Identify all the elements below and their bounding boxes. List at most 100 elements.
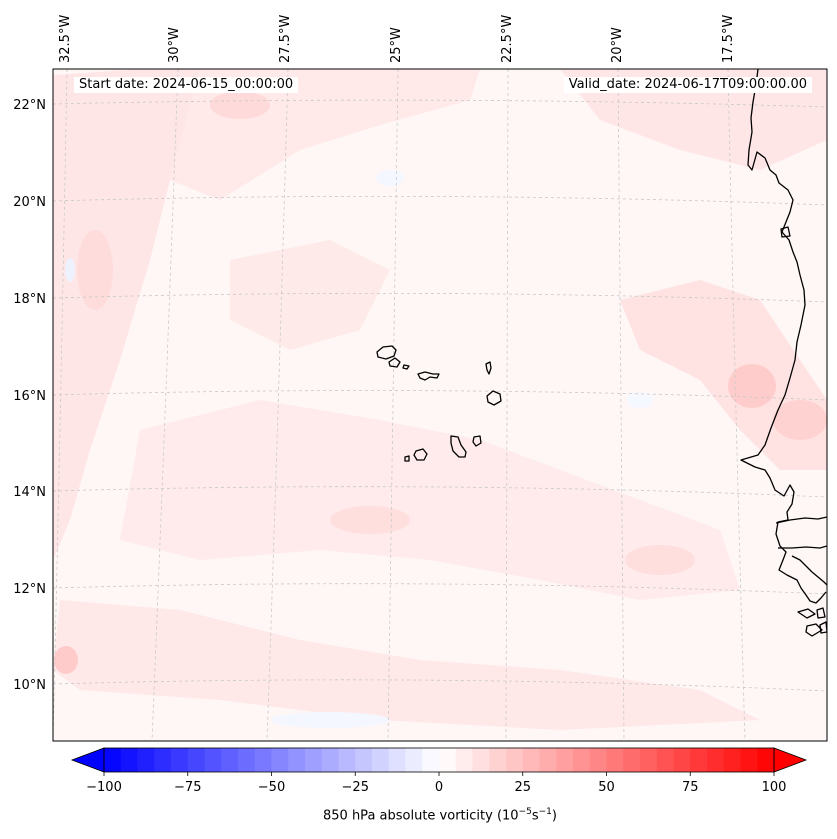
meridian-27-5w: [266, 69, 289, 741]
colorbar-cell: [506, 748, 524, 772]
vorticity-patch-middle: [230, 240, 390, 350]
vorticity-core-coast-2: [773, 400, 827, 440]
colorbar-cell: [422, 748, 440, 772]
island-sao-nicolau: [417, 371, 440, 381]
island-santiago: [450, 435, 467, 458]
colorbar-cell: [305, 748, 323, 772]
colorbar-unit-mid: s: [531, 808, 539, 824]
colorbar-unit-exp1: −5: [518, 807, 532, 817]
island-brava: [404, 455, 410, 462]
colorbar-cell: [171, 748, 189, 772]
parallel-22n: [53, 99, 827, 108]
vorticity-negative-north: [376, 170, 404, 186]
island-santa-luzia: [402, 364, 410, 370]
colorbar-cell: [489, 748, 507, 772]
valid-date-label: Valid_date: 2024-06-17T09:00:00.00: [563, 77, 812, 93]
colorbar-label-text: 850 hPa absolute vorticity (10: [323, 808, 519, 824]
colorbar-cell: [640, 748, 658, 772]
lat-label: 16°N: [13, 389, 46, 404]
vorticity-core-northwest: [77, 230, 113, 310]
colorbar-cell: [522, 748, 540, 772]
lat-label: 18°N: [13, 292, 46, 307]
colorbar-cell: [673, 748, 691, 772]
colorbar-cell: [187, 748, 205, 772]
parallel-10n: [53, 679, 827, 692]
colorbar-cell: [472, 748, 490, 772]
vorticity-core-north: [210, 91, 270, 119]
vorticity-core-west-edge: [54, 646, 78, 674]
vorticity-contours: [53, 69, 827, 730]
colorbar-cell: [606, 748, 624, 772]
colorbar-tick-label: −50: [258, 780, 285, 795]
lat-label: 20°N: [13, 195, 46, 210]
colorbar-cell: [757, 748, 775, 772]
colorbar-unit-exp2: −1: [538, 807, 552, 817]
colorbar-cell: [388, 748, 406, 772]
longitude-labels: 32.5°W 30°W 27.5°W 25°W 22.5°W 20°W 17.5…: [58, 15, 736, 63]
colorbar-cell: [707, 748, 725, 772]
coastline: [740, 69, 827, 637]
colorbar-cell: [104, 748, 122, 772]
colorbar-cell: [556, 748, 574, 772]
colorbar-cell: [271, 748, 289, 772]
colorbar-cell: [338, 748, 356, 772]
colorbar-cell: [221, 748, 239, 772]
colorbar-cell: [204, 748, 222, 772]
island-maio: [472, 435, 482, 447]
colorbar-cell: [120, 748, 138, 772]
colorbar-cell: [154, 748, 172, 772]
map-panel[interactable]: [53, 69, 827, 741]
guinea-bissau-coast: [791, 555, 827, 586]
casamance-inlet: [778, 545, 827, 549]
start-date-label: Start date: 2024-06-15_00:00:00: [74, 77, 299, 93]
map-frame: [52, 68, 828, 742]
colorbar-tick-label: −75: [174, 780, 201, 795]
colorbar-cell: [690, 748, 708, 772]
lon-label: 32.5°W: [58, 15, 73, 63]
vorticity-negative-south: [270, 712, 390, 728]
colorbar-cells: [104, 748, 775, 772]
colorbar-cell: [455, 748, 473, 772]
colorbar-extend-high: [773, 747, 808, 773]
lat-label: 10°N: [13, 678, 46, 693]
island-sao-vicente: [388, 357, 401, 368]
colorbar-cell: [137, 748, 155, 772]
vorticity-band-northwest: [53, 69, 200, 560]
colorbar: −100 −75 −50 −25 0 25 50 75 100: [70, 747, 808, 795]
vorticity-band-central: [120, 400, 740, 600]
parallel-18n: [53, 292, 827, 303]
colorbar-tick-label: −100: [86, 780, 122, 795]
colorbar-cell: [539, 748, 557, 772]
meridian-30w: [151, 69, 179, 741]
meridian-22-5w: [505, 69, 509, 741]
colorbar-tick-label: 25: [514, 780, 531, 795]
gambia-estuary: [775, 516, 827, 524]
colorbar-cell: [439, 748, 457, 772]
colorbar-cell: [740, 748, 758, 772]
colorbar-cell: [238, 748, 256, 772]
vorticity-band-south: [53, 600, 760, 730]
bijagos-island-3: [816, 607, 826, 619]
lon-label: 25°W: [389, 27, 404, 63]
island-boa-vista: [486, 390, 502, 406]
colorbar-extend-low: [70, 747, 105, 773]
colorbar-cell: [589, 748, 607, 772]
colorbar-tick-label: 50: [598, 780, 615, 795]
lon-label: 22.5°W: [500, 15, 515, 63]
colorbar-tick-label: 100: [762, 780, 787, 795]
meridian-25w: [387, 69, 399, 741]
colorbar-cell: [573, 748, 591, 772]
lon-label: 20°W: [610, 27, 625, 63]
colorbar-cell: [355, 748, 373, 772]
colorbar-ticks: −100 −75 −50 −25 0 25 50 75 100: [86, 772, 786, 795]
meridian-20w: [617, 69, 625, 741]
vorticity-negative-west: [65, 258, 75, 282]
gridlines: [53, 69, 827, 741]
vorticity-core-southeast: [625, 545, 695, 575]
parallel-16n: [53, 390, 827, 401]
parallel-20n: [53, 195, 827, 206]
parallel-12n: [53, 583, 827, 595]
lon-label: 27.5°W: [278, 15, 293, 63]
bijagos-island-4: [819, 621, 827, 634]
vorticity-core-coast: [728, 364, 776, 408]
